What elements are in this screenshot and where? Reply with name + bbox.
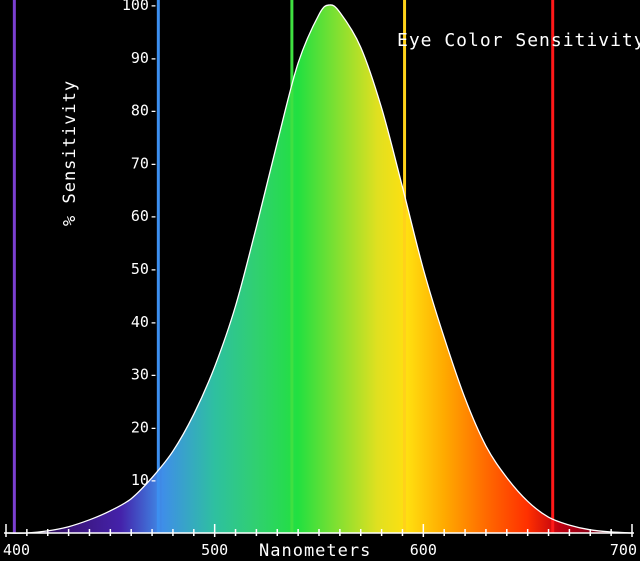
chart-title: Eye Color Sensitivity	[397, 30, 640, 51]
sensitivity-curve-outline	[5, 4, 633, 534]
x-tick-label: 700	[610, 541, 637, 559]
y-tick-label: 10-	[131, 471, 158, 489]
x-axis-ticks: 400 500 600 700	[3, 524, 637, 559]
y-tick-label: 50-	[131, 260, 158, 278]
y-tick-label: 70-	[131, 154, 158, 172]
y-tick-label: 100-	[122, 0, 158, 14]
reference-lines	[12, 0, 555, 533]
y-tick-label: 30-	[131, 366, 158, 384]
y-axis-tick-labels: 10- 20- 30- 40- 50- 60- 70- 80- 90- 100-	[122, 0, 158, 489]
y-tick-label: 90-	[131, 49, 158, 67]
y-tick-label: 60-	[131, 207, 158, 225]
x-tick-label: 600	[410, 541, 437, 559]
x-axis-title: Nanometers	[259, 541, 371, 561]
x-tick-label: 500	[201, 541, 228, 559]
y-tick-label: 80-	[131, 102, 158, 120]
y-tick-label: 20-	[131, 418, 158, 436]
y-tick-label: 40-	[131, 313, 158, 331]
y-axis-title: % Sensitivity	[60, 80, 80, 226]
x-tick-label: 400	[3, 541, 30, 559]
sensitivity-curve-fill	[6, 4, 632, 534]
x-axis: 400 500 600 700	[3, 524, 637, 559]
